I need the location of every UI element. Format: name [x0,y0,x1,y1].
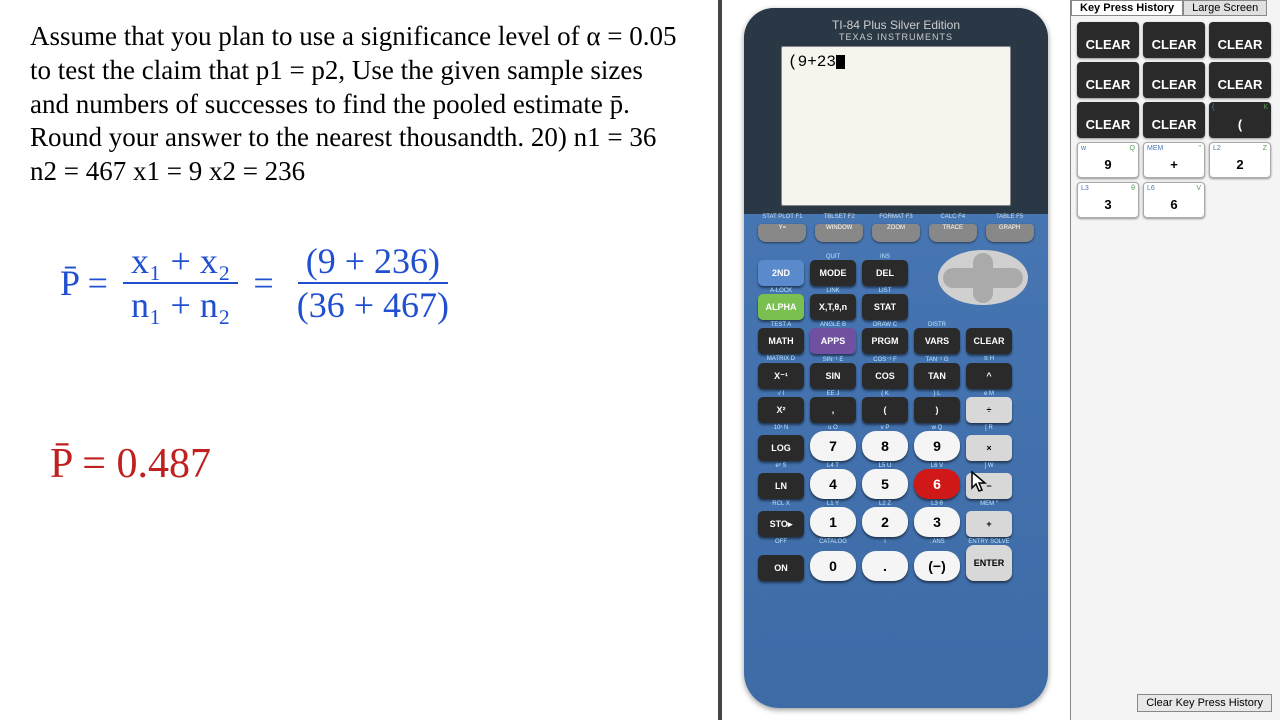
key-[interactable]: ^ [966,363,1012,389]
key-clear[interactable]: CLEAR [966,328,1012,354]
fn-label-row: STAT PLOT F1TBLSET F2FORMAT F3CALC F4TAB… [744,214,1048,220]
key-apps[interactable]: APPS [810,328,856,354]
key-1[interactable]: 1 [810,507,856,537]
key-[interactable]: , [810,397,856,423]
key-0[interactable]: 0 [810,551,856,581]
history-key: CLEAR [1077,22,1139,58]
history-key: CLEAR [1209,62,1271,98]
key-x[interactable]: X⁻¹ [758,363,804,389]
history-key: {K( [1209,102,1271,138]
key-enter[interactable]: ENTER [966,545,1012,581]
tab-history[interactable]: Key Press History [1071,0,1183,16]
key-2[interactable]: 2 [862,507,908,537]
key-ln[interactable]: LN [758,473,804,499]
tab-large-screen[interactable]: Large Screen [1183,0,1267,16]
fn-key-row: Y= WINDOW ZOOM TRACE GRAPH [744,220,1048,246]
tab-bar: Key Press History Large Screen [1071,0,1280,16]
key-2nd[interactable]: 2ND [758,260,804,286]
calculator-header: TI-84 Plus Silver Edition TEXAS INSTRUME… [744,8,1048,46]
calculator-screen: (9+23 [781,46,1011,206]
key-[interactable]: − [966,473,1012,499]
problem-text: Assume that you plan to use a significan… [30,20,688,189]
key-vars[interactable]: VARS [914,328,960,354]
history-key: CLEAR [1143,62,1205,98]
key-[interactable]: × [966,435,1012,461]
history-panel: Key Press History Large Screen CLEARCLEA… [1070,0,1280,720]
clear-history-button[interactable]: Clear Key Press History [1137,694,1272,712]
key-4[interactable]: 4 [810,469,856,499]
key-tan[interactable]: TAN [914,363,960,389]
history-key: CLEAR [1077,102,1139,138]
history-key-list: CLEARCLEARCLEARCLEARCLEARCLEARCLEARCLEAR… [1071,16,1280,224]
history-key: MEM"+ [1143,142,1205,178]
key-[interactable]: ( [862,397,908,423]
key-stat[interactable]: STAT [862,294,908,320]
handwritten-result: P̄ = 0.487 [50,440,211,488]
calculator-panel: TI-84 Plus Silver Edition TEXAS INSTRUME… [722,0,1070,720]
key-cos[interactable]: COS [862,363,908,389]
key-alpha[interactable]: ALPHA [758,294,804,320]
key-[interactable]: ÷ [966,397,1012,423]
key-on[interactable]: ON [758,555,804,581]
ti84-calculator: TI-84 Plus Silver Edition TEXAS INSTRUME… [744,8,1048,708]
fnkey-window[interactable]: WINDOW [815,224,863,242]
history-key: CLEAR [1077,62,1139,98]
key-9[interactable]: 9 [914,431,960,461]
key-sin[interactable]: SIN [810,363,856,389]
key-[interactable]: . [862,551,908,581]
key-[interactable]: (−) [914,551,960,581]
key-math[interactable]: MATH [758,328,804,354]
key-mode[interactable]: MODE [810,260,856,286]
fnkey-y=[interactable]: Y= [758,224,806,242]
key-log[interactable]: LOG [758,435,804,461]
key-sto[interactable]: STO▸ [758,511,804,537]
history-key: L6V6 [1143,182,1205,218]
fnkey-zoom[interactable]: ZOOM [872,224,920,242]
history-key: wQ9 [1077,142,1139,178]
history-key: CLEAR [1209,22,1271,58]
key-7[interactable]: 7 [810,431,856,461]
key-[interactable]: ) [914,397,960,423]
history-key: L3θ3 [1077,182,1139,218]
key-3[interactable]: 3 [914,507,960,537]
key-xtn[interactable]: X,T,θ,n [810,294,856,320]
history-key: CLEAR [1143,22,1205,58]
key-prgm[interactable]: PRGM [862,328,908,354]
dpad[interactable] [938,250,1028,305]
fnkey-graph[interactable]: GRAPH [986,224,1034,242]
key-x[interactable]: X² [758,397,804,423]
history-key: L2Z2 [1209,142,1271,178]
fnkey-trace[interactable]: TRACE [929,224,977,242]
history-key: CLEAR [1143,102,1205,138]
problem-panel: Assume that you plan to use a significan… [0,0,718,720]
key-6[interactable]: 6 [914,469,960,499]
key-del[interactable]: DEL [862,260,908,286]
key-5[interactable]: 5 [862,469,908,499]
handwritten-equation: P̄ = x₁ + x₂n₁ + n₂ = (9 + 236)(36 + 467… [60,240,457,326]
key-8[interactable]: 8 [862,431,908,461]
key-[interactable]: + [966,511,1012,537]
